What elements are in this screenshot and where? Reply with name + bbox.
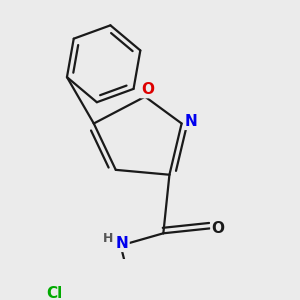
Text: N: N bbox=[116, 236, 128, 250]
Text: Cl: Cl bbox=[47, 286, 63, 300]
Text: O: O bbox=[141, 82, 154, 97]
Text: O: O bbox=[212, 221, 225, 236]
Text: N: N bbox=[185, 114, 198, 129]
Text: H: H bbox=[103, 232, 114, 245]
